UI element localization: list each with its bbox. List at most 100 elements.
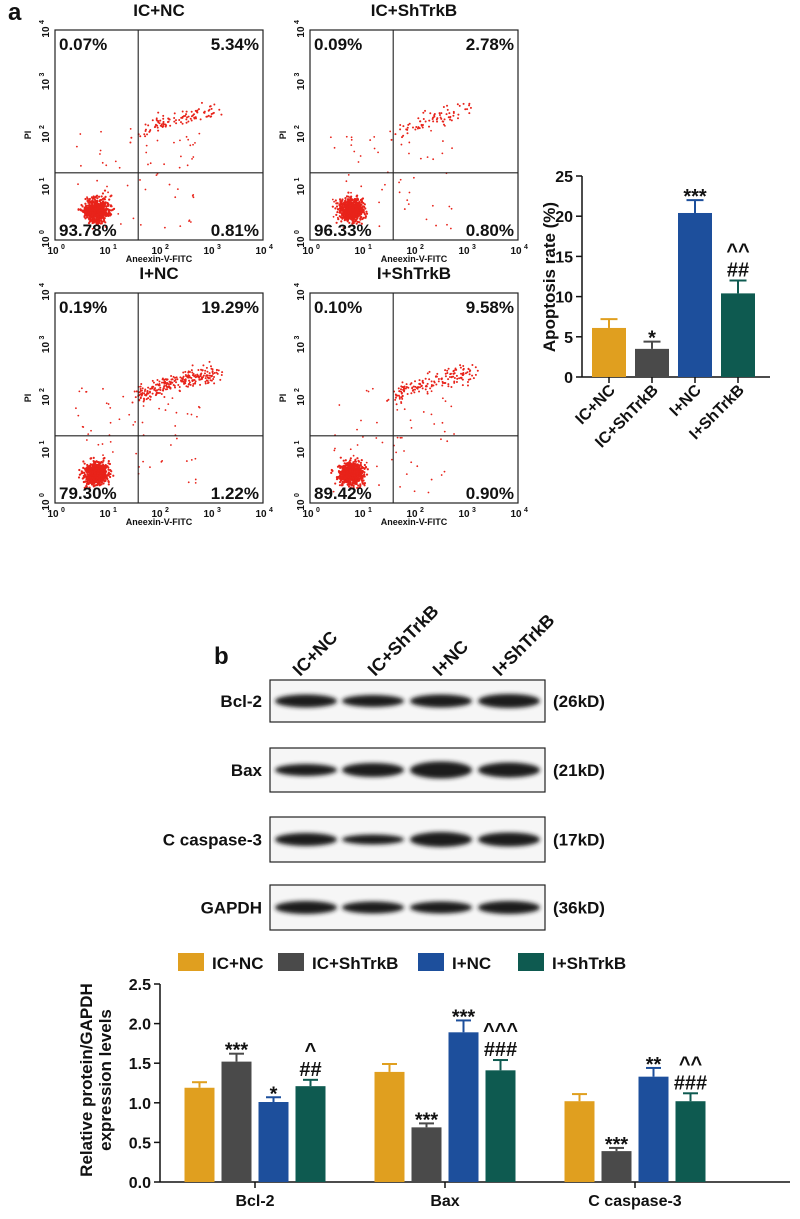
y-tick-label: 0.0 <box>129 1175 151 1192</box>
significance-label: *** <box>225 1040 249 1062</box>
event-dot <box>162 115 164 117</box>
event-dot <box>175 381 177 383</box>
event-dot <box>94 473 96 475</box>
y-tick-label: 10 <box>296 447 307 459</box>
event-dot <box>348 174 350 176</box>
event-dot <box>77 415 79 417</box>
event-dot <box>212 112 214 114</box>
event-dot <box>367 468 369 470</box>
event-dot <box>192 383 194 385</box>
quadrant-label: 0.90% <box>466 484 514 503</box>
event-dot <box>85 205 87 207</box>
event-dot <box>157 140 159 142</box>
x-axis-label: Aneexin-V-FITC <box>126 254 193 264</box>
size-label: (21kD) <box>553 761 605 780</box>
legend-swatch <box>418 953 444 971</box>
event-dot <box>129 142 131 144</box>
y-tick-label: 10 <box>41 79 52 91</box>
x-tick-label: 10 <box>255 246 267 257</box>
event-dot <box>79 133 81 135</box>
event-dot <box>431 479 433 481</box>
y-tick-exp: 2 <box>39 388 46 392</box>
bar <box>678 213 712 377</box>
event-dot <box>333 450 335 452</box>
event-dot <box>450 405 452 407</box>
event-dot <box>94 212 96 214</box>
event-dot <box>102 479 104 481</box>
event-dot <box>157 130 159 132</box>
event-dot <box>346 462 348 464</box>
event-dot <box>440 112 442 114</box>
quadrant-label: 0.81% <box>211 221 259 240</box>
event-dot <box>101 470 103 472</box>
event-dot <box>349 214 351 216</box>
y-tick-exp: 0 <box>294 493 301 497</box>
event-dot <box>355 479 357 481</box>
event-dot <box>115 161 117 163</box>
event-dot <box>91 477 93 479</box>
event-dot <box>427 393 429 395</box>
x-tick-label: 10 <box>458 509 470 520</box>
event-dot <box>334 448 336 450</box>
event-dot <box>356 472 358 474</box>
event-dot <box>396 409 398 411</box>
x-tick-exp: 3 <box>217 244 221 251</box>
event-dot <box>179 225 181 227</box>
event-dot <box>332 199 334 201</box>
event-dot <box>473 377 475 379</box>
event-dot <box>207 377 209 379</box>
event-dot <box>87 473 89 475</box>
event-dot <box>104 473 106 475</box>
event-dot <box>449 373 451 375</box>
event-dot <box>205 377 207 379</box>
event-dot <box>140 386 142 388</box>
event-dot <box>342 213 344 215</box>
event-dot <box>89 476 91 478</box>
event-dot <box>187 139 189 141</box>
event-dot <box>140 396 142 398</box>
event-dot <box>166 382 168 384</box>
event-dot <box>440 438 442 440</box>
event-dot <box>82 467 84 469</box>
event-dot <box>428 492 430 494</box>
significance-label: ### <box>484 1039 517 1061</box>
y-axis-label: PI <box>23 131 33 140</box>
event-dot <box>403 450 405 452</box>
legend-swatch <box>178 953 204 971</box>
event-dot <box>176 378 178 380</box>
event-dot <box>212 370 214 372</box>
event-dot <box>80 204 82 206</box>
event-dot <box>185 118 187 120</box>
event-dot <box>119 167 121 169</box>
blot-band <box>275 695 337 708</box>
y-tick-exp: 1 <box>39 441 46 445</box>
event-dot <box>184 380 186 382</box>
event-dot <box>352 208 354 210</box>
event-dot <box>335 214 337 216</box>
event-dot <box>356 195 358 197</box>
event-dot <box>366 390 368 392</box>
event-dot <box>432 205 434 207</box>
event-dot <box>399 124 401 126</box>
event-dot <box>89 465 91 467</box>
event-dot <box>169 125 171 127</box>
event-dot <box>421 124 423 126</box>
event-dot <box>87 212 89 214</box>
event-dot <box>95 481 97 483</box>
event-dot <box>182 111 184 113</box>
event-dot <box>178 119 180 121</box>
event-dot <box>87 433 89 435</box>
event-dot <box>462 365 464 367</box>
x-tick-exp: 3 <box>472 507 476 514</box>
event-dot <box>87 476 89 478</box>
legend-swatch <box>278 953 304 971</box>
event-dot <box>149 466 151 468</box>
y-tick-label: 10 <box>296 499 307 511</box>
event-dot <box>212 373 214 375</box>
event-dot <box>374 148 376 150</box>
event-dot <box>414 128 416 130</box>
event-dot <box>179 140 181 142</box>
event-dot <box>335 202 337 204</box>
event-dot <box>436 117 438 119</box>
event-dot <box>193 373 195 375</box>
